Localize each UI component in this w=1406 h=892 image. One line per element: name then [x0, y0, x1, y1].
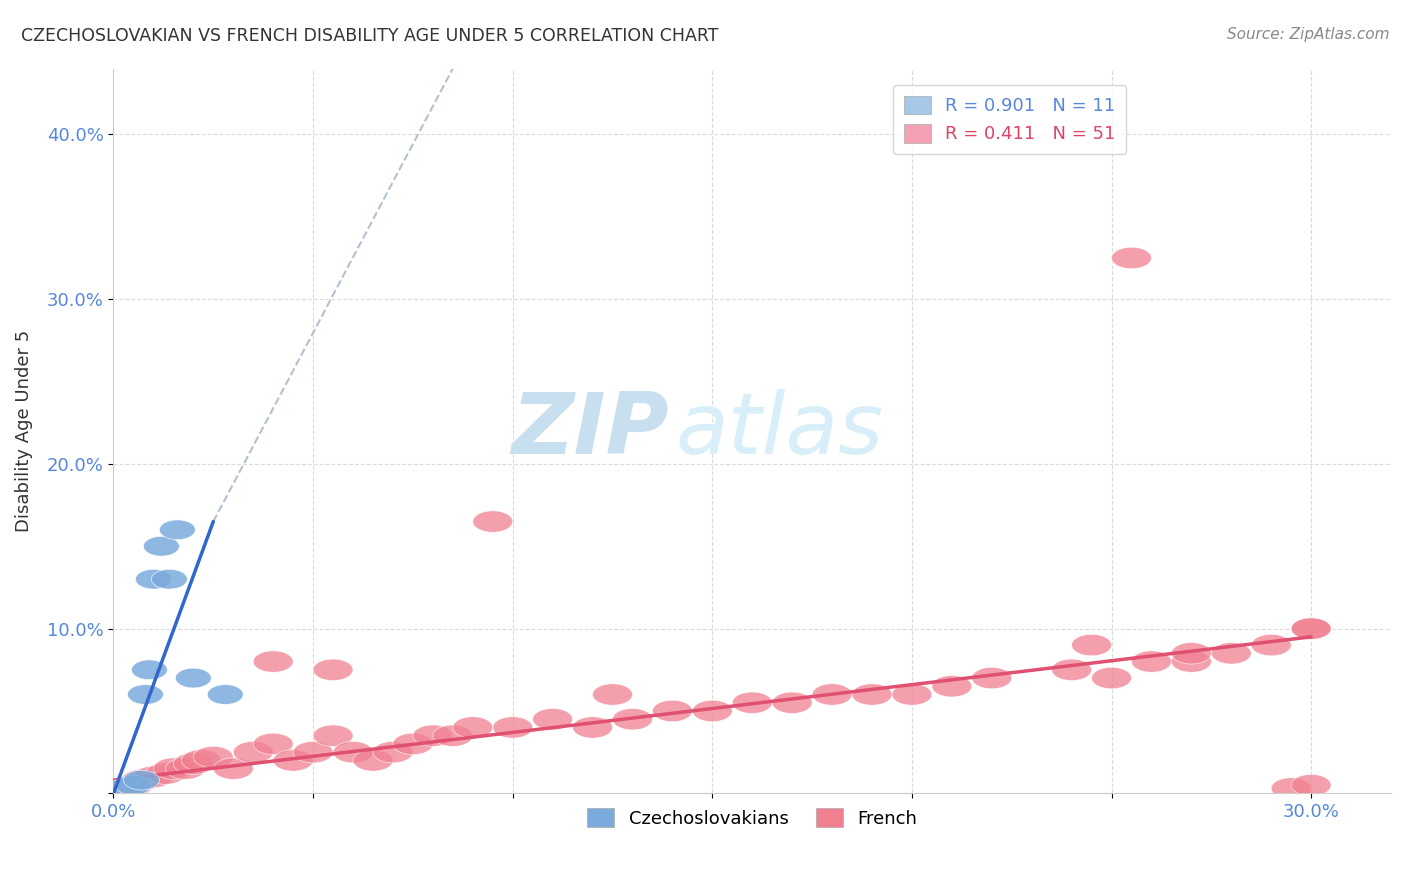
Ellipse shape	[813, 684, 852, 706]
Ellipse shape	[253, 651, 292, 673]
Ellipse shape	[159, 520, 195, 540]
Legend: Czechoslovakians, French: Czechoslovakians, French	[581, 801, 924, 835]
Ellipse shape	[128, 685, 163, 705]
Ellipse shape	[1171, 642, 1212, 664]
Ellipse shape	[131, 660, 167, 680]
Ellipse shape	[972, 667, 1012, 689]
Ellipse shape	[433, 725, 472, 747]
Ellipse shape	[733, 692, 772, 714]
Ellipse shape	[891, 684, 932, 706]
Ellipse shape	[333, 741, 373, 763]
Text: ZIP: ZIP	[512, 390, 669, 473]
Ellipse shape	[1112, 247, 1152, 268]
Ellipse shape	[392, 733, 433, 755]
Ellipse shape	[145, 763, 186, 784]
Ellipse shape	[153, 758, 194, 780]
Ellipse shape	[105, 778, 145, 799]
Ellipse shape	[373, 741, 413, 763]
Ellipse shape	[1251, 634, 1291, 656]
Ellipse shape	[932, 675, 972, 697]
Ellipse shape	[572, 717, 613, 739]
Text: CZECHOSLOVAKIAN VS FRENCH DISABILITY AGE UNDER 5 CORRELATION CHART: CZECHOSLOVAKIAN VS FRENCH DISABILITY AGE…	[21, 27, 718, 45]
Ellipse shape	[314, 725, 353, 747]
Ellipse shape	[652, 700, 692, 722]
Ellipse shape	[124, 771, 159, 790]
Ellipse shape	[1052, 659, 1091, 681]
Ellipse shape	[181, 749, 221, 771]
Text: Source: ZipAtlas.com: Source: ZipAtlas.com	[1226, 27, 1389, 42]
Ellipse shape	[273, 749, 314, 771]
Ellipse shape	[1271, 778, 1312, 799]
Ellipse shape	[852, 684, 891, 706]
Ellipse shape	[253, 733, 292, 755]
Ellipse shape	[121, 770, 162, 791]
Ellipse shape	[1091, 667, 1132, 689]
Ellipse shape	[176, 668, 211, 688]
Ellipse shape	[1291, 774, 1331, 796]
Ellipse shape	[135, 569, 172, 589]
Ellipse shape	[772, 692, 813, 714]
Ellipse shape	[107, 779, 143, 798]
Ellipse shape	[1291, 618, 1331, 640]
Ellipse shape	[1291, 618, 1331, 640]
Ellipse shape	[214, 758, 253, 780]
Ellipse shape	[533, 708, 572, 730]
Ellipse shape	[492, 717, 533, 739]
Ellipse shape	[134, 766, 173, 788]
Ellipse shape	[472, 511, 513, 533]
Ellipse shape	[115, 775, 152, 795]
Ellipse shape	[173, 753, 214, 774]
Ellipse shape	[453, 717, 492, 739]
Ellipse shape	[1212, 642, 1251, 664]
Ellipse shape	[1132, 651, 1171, 673]
Ellipse shape	[592, 684, 633, 706]
Ellipse shape	[413, 725, 453, 747]
Ellipse shape	[194, 747, 233, 768]
Ellipse shape	[166, 758, 205, 780]
Ellipse shape	[1171, 651, 1212, 673]
Ellipse shape	[292, 741, 333, 763]
Ellipse shape	[1071, 634, 1112, 656]
Ellipse shape	[143, 536, 180, 556]
Ellipse shape	[233, 741, 273, 763]
Ellipse shape	[353, 749, 392, 771]
Ellipse shape	[114, 774, 153, 796]
Ellipse shape	[152, 569, 187, 589]
Ellipse shape	[314, 659, 353, 681]
Text: atlas: atlas	[676, 390, 883, 473]
Ellipse shape	[207, 685, 243, 705]
Ellipse shape	[692, 700, 733, 722]
Ellipse shape	[613, 708, 652, 730]
Y-axis label: Disability Age Under 5: Disability Age Under 5	[15, 330, 32, 532]
